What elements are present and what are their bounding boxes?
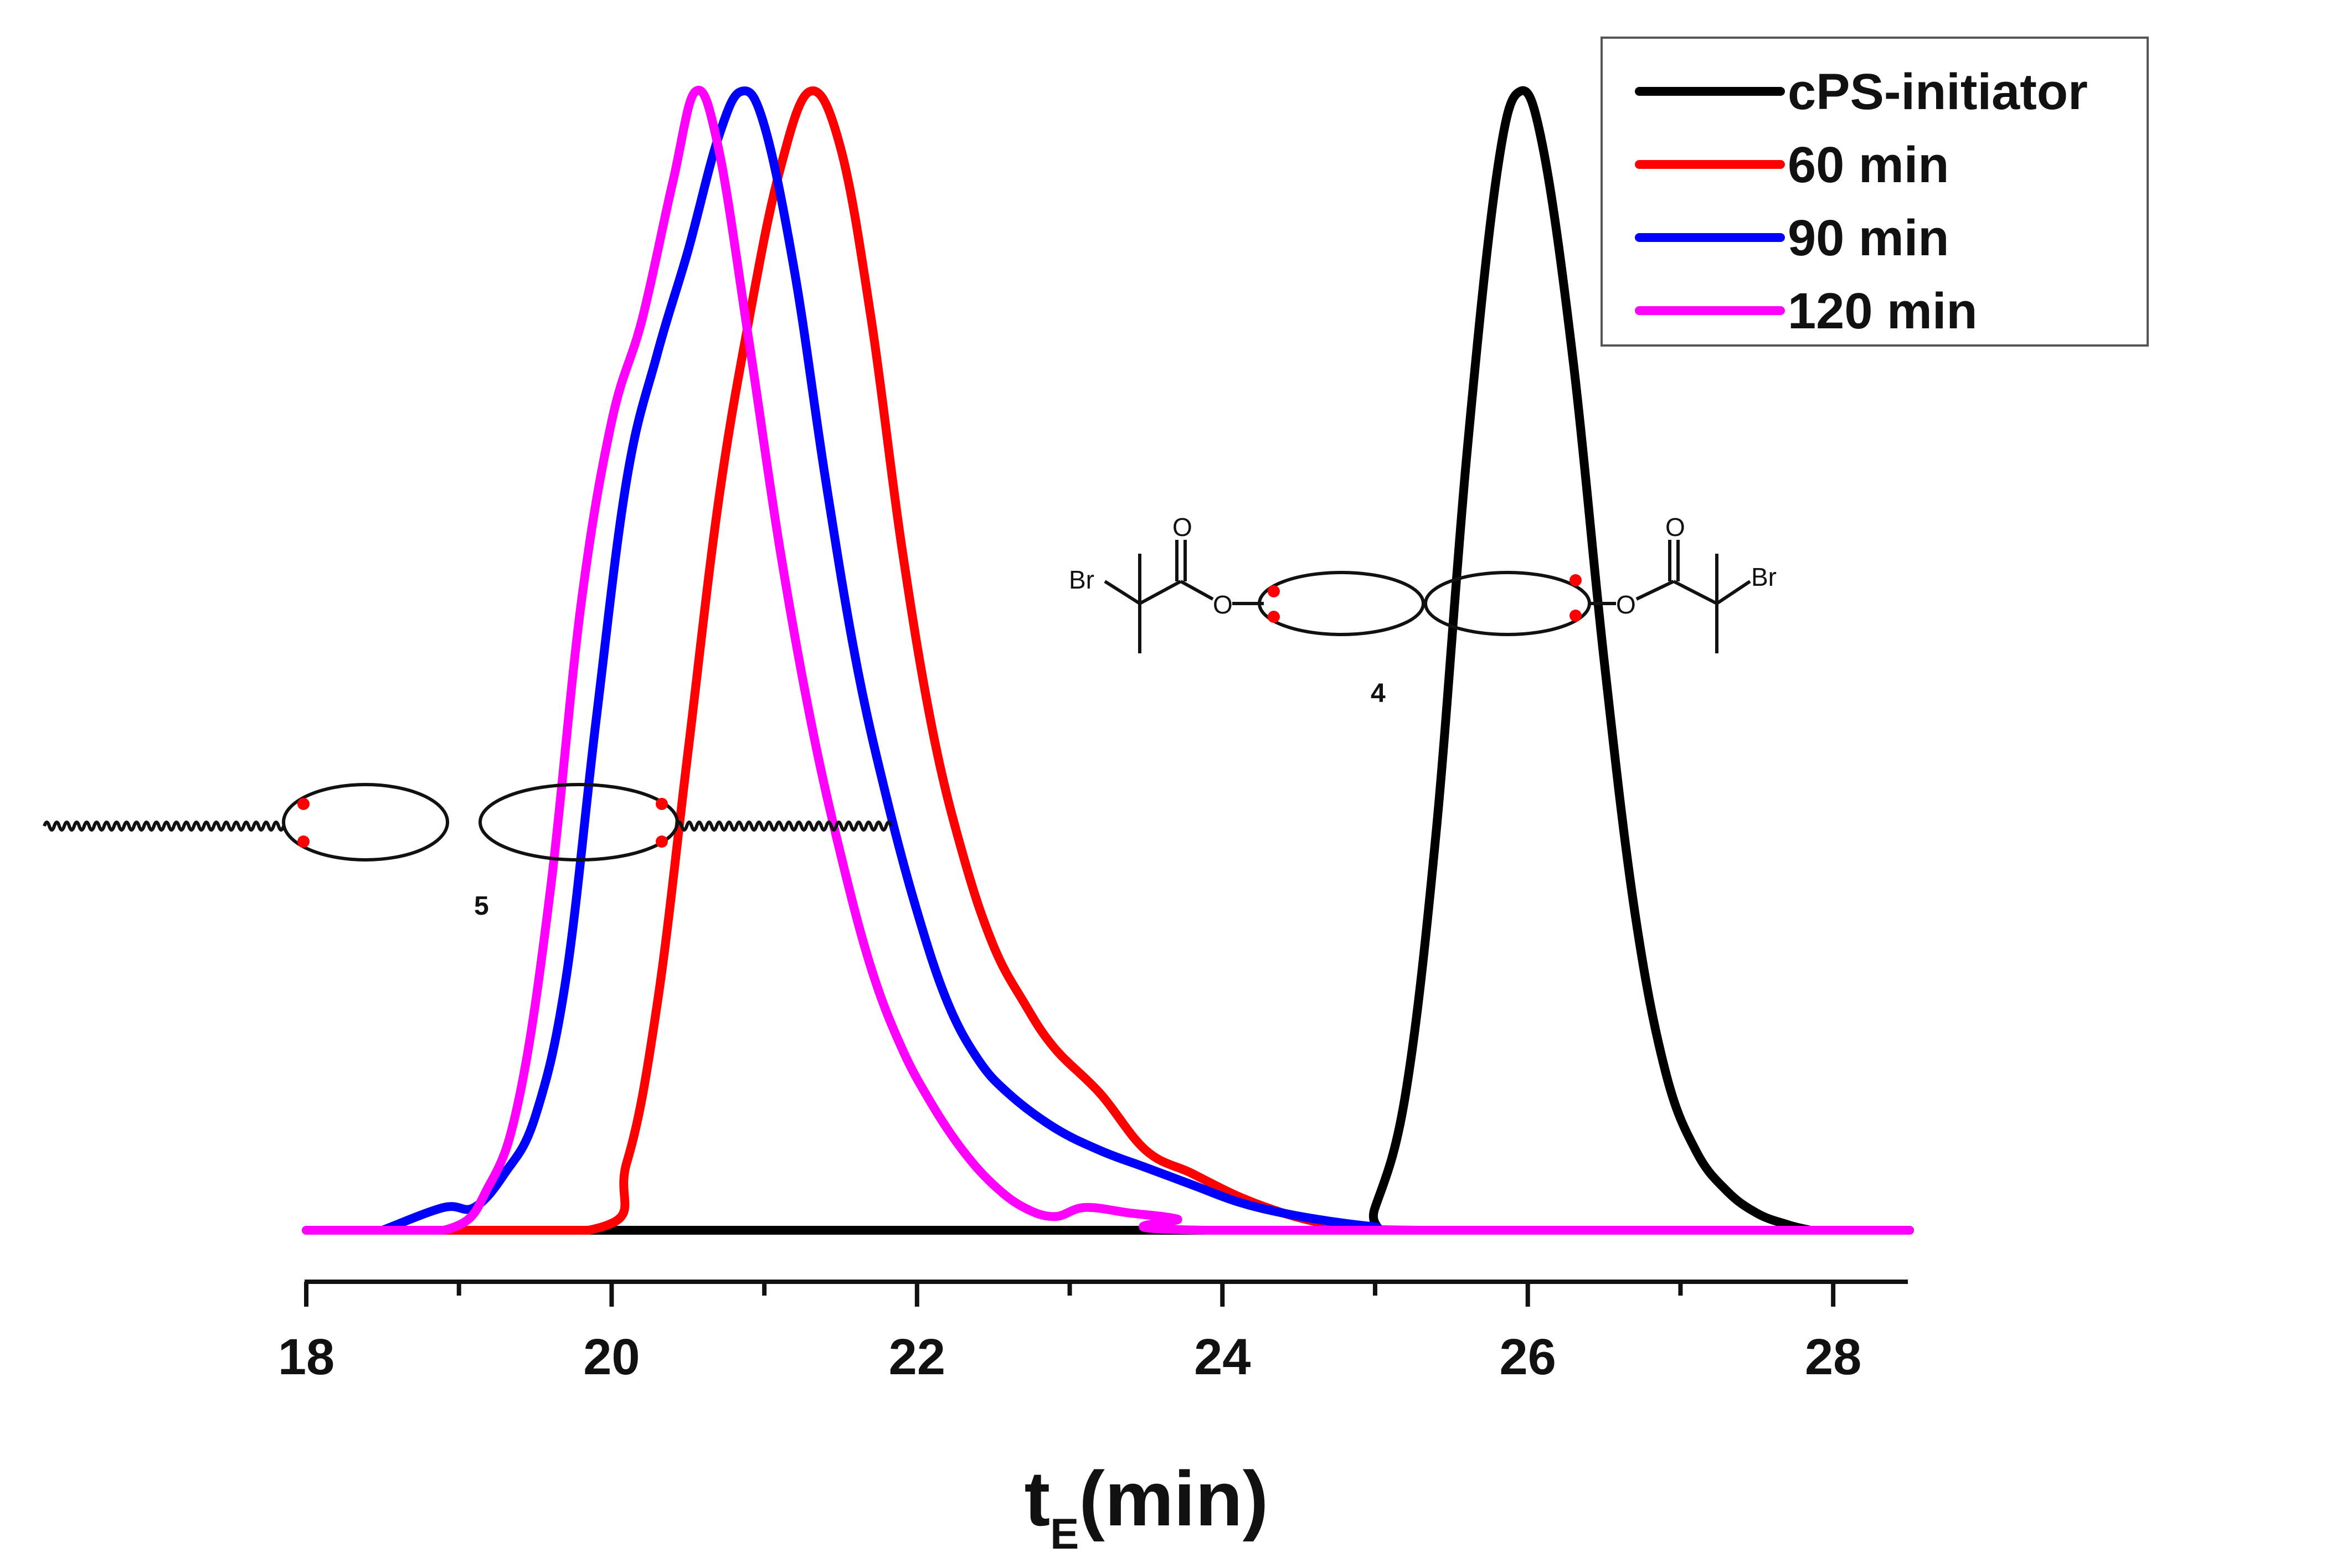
s4-left-bond-to-carbonyl xyxy=(1139,580,1182,605)
s4-red-dot xyxy=(1268,611,1280,623)
x-axis: 18 20 22 24 26 28 xyxy=(278,1280,1908,1385)
s5-number-label: 5 xyxy=(474,891,489,921)
x-tick-label: 26 xyxy=(1500,1329,1556,1385)
x-tick-label: 20 xyxy=(583,1329,640,1385)
s4-left-carbonyl-o-label: O xyxy=(1172,513,1192,541)
s4-right-ester-o-label: O xyxy=(1616,590,1636,619)
s5-left-chain xyxy=(43,821,285,832)
x-axis-title: tE(min) xyxy=(1025,1455,1269,1558)
legend-label: 120 min xyxy=(1788,283,1978,339)
s5-red-dot xyxy=(656,835,668,848)
s4-red-dot xyxy=(1268,585,1280,597)
series-layer xyxy=(302,86,1914,1235)
series-line-120-min xyxy=(302,86,1914,1235)
legend-label: 90 min xyxy=(1788,210,1949,266)
s5-red-dot xyxy=(297,835,310,848)
s4-left-bond-to-ester-o xyxy=(1180,580,1214,601)
series-line-90-min xyxy=(378,86,1914,1235)
s4-right-ester-o-bond xyxy=(1635,580,1675,601)
s4-red-dot xyxy=(1569,574,1582,586)
s4-left-ring xyxy=(1258,571,1425,636)
legend-items: cPS-initiator 60 min 90 min 120 min xyxy=(1635,64,2088,339)
legend: cPS-initiator 60 min 90 min 120 min xyxy=(1601,37,2149,347)
structure-5-diagram xyxy=(43,783,893,862)
s4-right-br-label: Br xyxy=(1751,563,1777,591)
x-axis-title-main: t xyxy=(1025,1455,1051,1542)
s5-left-ring xyxy=(282,783,449,862)
tick-layer: 18 20 22 24 26 28 xyxy=(278,1282,1861,1385)
s4-red-dot xyxy=(1569,610,1582,622)
s5-right-chain xyxy=(675,821,893,832)
s4-left-br-bond xyxy=(1104,580,1141,605)
s4-left-br-label: Br xyxy=(1069,565,1094,594)
legend-label: 60 min xyxy=(1788,137,1949,193)
x-tick-label: 22 xyxy=(889,1329,945,1385)
x-tick-label: 24 xyxy=(1194,1329,1251,1385)
x-axis-title-subscript: E xyxy=(1050,1509,1079,1558)
s4-left-ester-o-label: O xyxy=(1213,590,1233,619)
s4-number-label: 4 xyxy=(1371,679,1386,708)
x-tick-label: 18 xyxy=(278,1329,335,1385)
s4-right-carbonyl-o-label: O xyxy=(1665,513,1685,541)
s4-right-br-bond xyxy=(1716,580,1751,605)
x-axis-title-unit: (min) xyxy=(1079,1455,1268,1542)
legend-label: cPS-initiator xyxy=(1788,64,2088,120)
structure-4-diagram xyxy=(1104,540,1751,653)
s5-red-dot xyxy=(656,798,668,810)
structure-5-dots xyxy=(297,798,668,848)
s5-red-dot xyxy=(297,798,310,810)
s4-right-bond-to-quat xyxy=(1673,580,1718,605)
structure-4-dots xyxy=(1268,574,1582,623)
s4-right-ring xyxy=(1424,571,1591,636)
x-tick-label: 28 xyxy=(1805,1329,1861,1385)
